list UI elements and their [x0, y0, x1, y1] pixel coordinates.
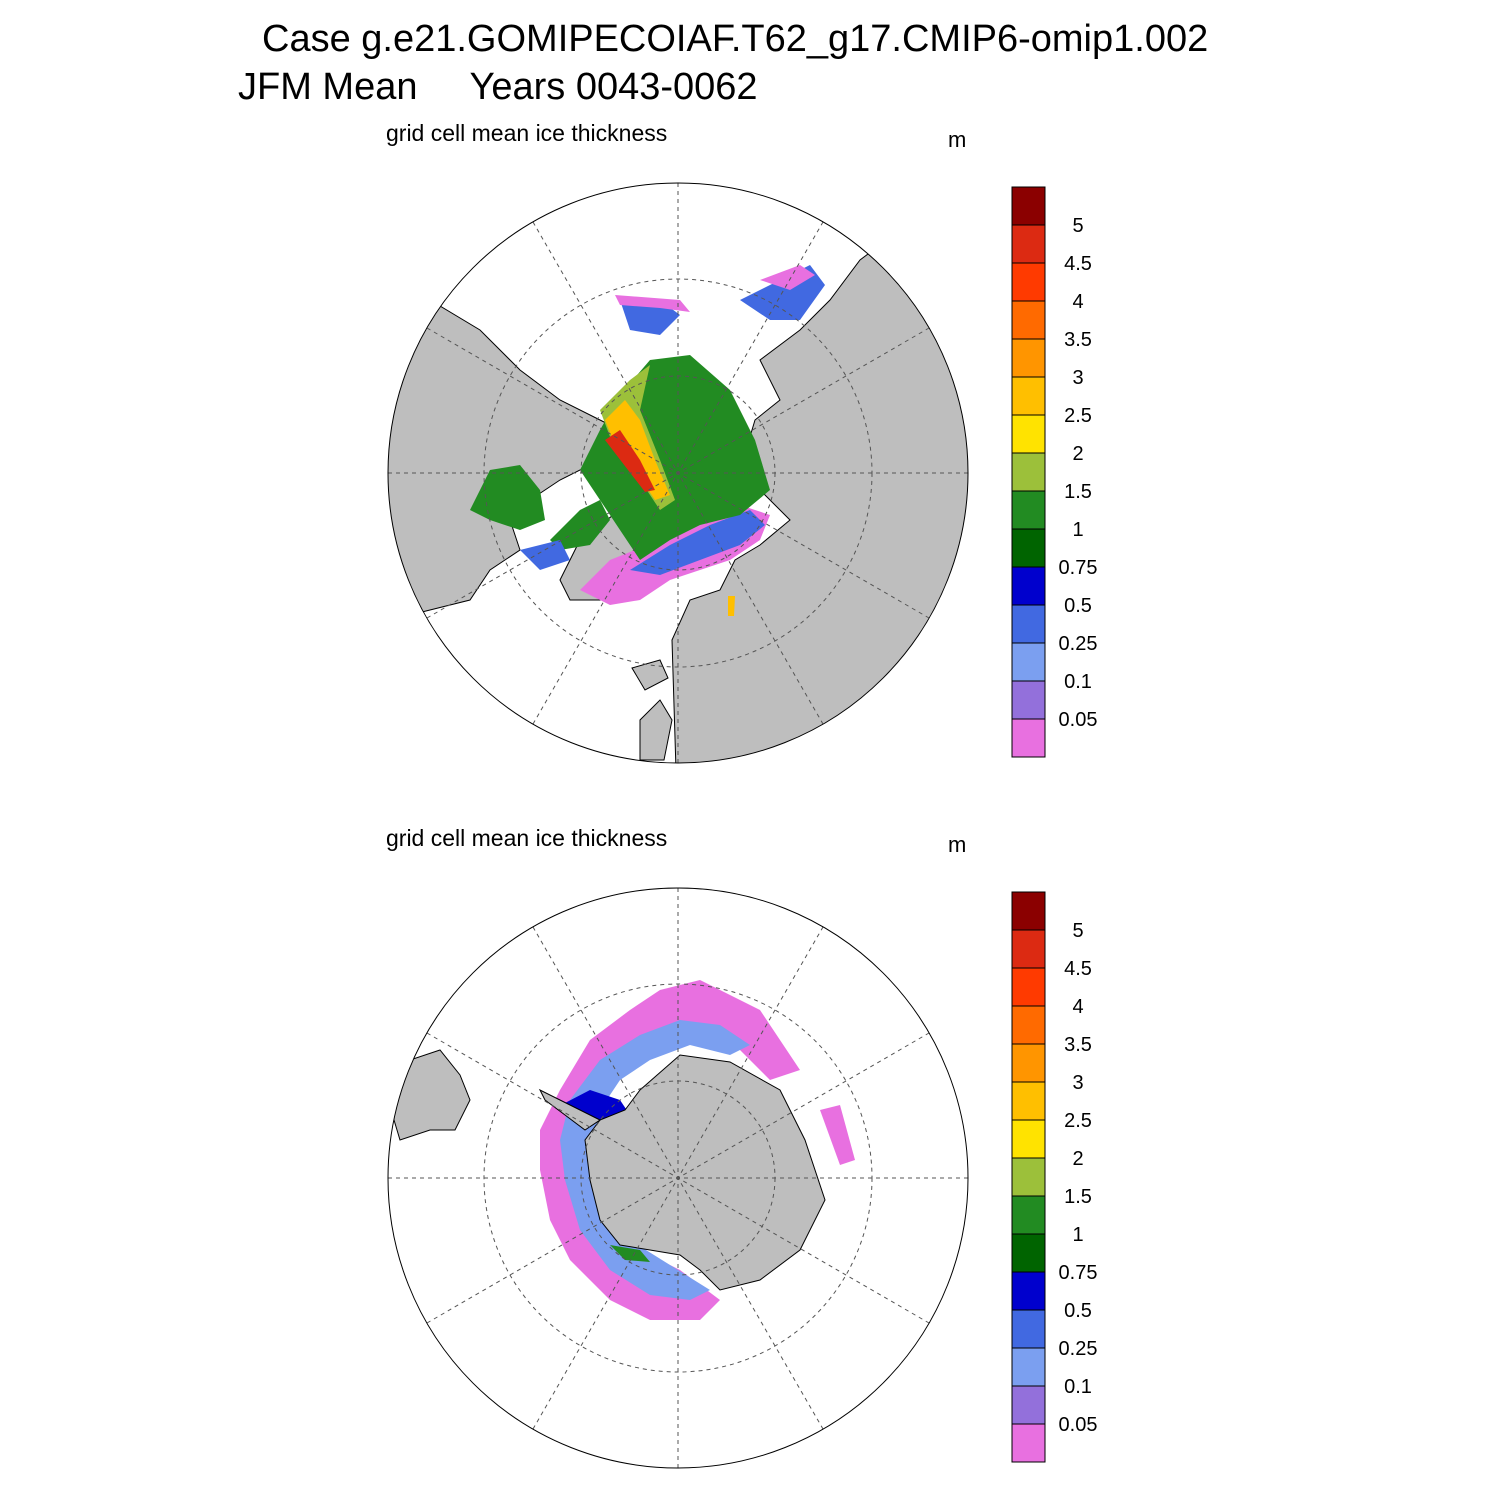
south-colorbar-color-box — [1011, 1347, 1046, 1387]
north-colorbar-level-label: 1 — [1072, 519, 1083, 541]
north-colorbar-level-label: 0.05 — [1059, 709, 1098, 731]
south-colorbar-level-label: 4.5 — [1064, 958, 1092, 980]
indian-ocean-ice — [820, 1105, 855, 1165]
south-colorbar-level-label: 5 — [1072, 920, 1083, 942]
south-colorbar-color-box — [1011, 1081, 1046, 1121]
south-colorbar-level-label: 0.1 — [1064, 1376, 1092, 1398]
north-colorbar-level-label: 4.5 — [1064, 253, 1092, 275]
south-colorbar-color-box — [1011, 1195, 1046, 1235]
south-colorbar-level-label: 2.5 — [1064, 1110, 1092, 1132]
south-colorbar-level-label: 0.25 — [1059, 1338, 1098, 1360]
bering-ice-pink — [615, 295, 690, 312]
north-colorbar-color-box — [1011, 300, 1046, 340]
north-colorbar-level-label: 0.5 — [1064, 595, 1092, 617]
south-colorbar-level-label: 1 — [1072, 1224, 1083, 1246]
south-colorbar-color-box — [1011, 967, 1046, 1007]
south-colorbar-color-box — [1011, 929, 1046, 969]
north-colorbar-level-label: 0.25 — [1059, 633, 1098, 655]
north-colorbar-level-label: 0.75 — [1059, 557, 1098, 579]
okhotsk-ice-pink — [760, 265, 815, 290]
south-colorbar-color-box — [1011, 891, 1046, 931]
south-colorbar-level-label: 3 — [1072, 1072, 1083, 1094]
north-colorbar-color-box — [1011, 642, 1046, 682]
south-colorbar-level-label: 0.05 — [1059, 1414, 1098, 1436]
south-colorbar-color-box — [1011, 1043, 1046, 1083]
north-colorbar-color-box — [1011, 452, 1046, 492]
north-colorbar-color-box — [1011, 414, 1046, 454]
south-america-land — [388, 1049, 471, 1141]
ross-ice-green — [610, 1245, 650, 1262]
baffin-ice — [550, 500, 610, 550]
bering-ice — [620, 300, 680, 335]
season-label: JFM Mean — [238, 66, 418, 108]
figure-title-period: JFM Mean Years 0043-0062 — [238, 66, 758, 109]
antarctic-peninsula-land — [538, 1088, 601, 1131]
arctic-ice-red — [605, 430, 655, 492]
south-colorbar: 5 4.5 4 3.5 3 2.5 2 1.5 1 0.75 0.5 0.25 0.1 0.05 — [1011, 891, 1098, 1463]
north-colorbar-color-box — [1011, 490, 1046, 530]
south-colorbar-color-box — [1011, 1385, 1046, 1425]
north-colorbar-color-box — [1011, 262, 1046, 302]
south-colorbar-level-label: 2 — [1072, 1148, 1083, 1170]
arctic-ice-blue — [630, 510, 765, 575]
labrador-ice — [520, 540, 570, 570]
north-colorbar-level-label: 0.1 — [1064, 671, 1092, 693]
north-colorbar-level-label: 2 — [1072, 443, 1083, 465]
south-colorbar-color-box — [1011, 1233, 1046, 1273]
north-units-label: m — [948, 127, 967, 152]
north-colorbar-color-box — [1011, 186, 1046, 226]
south-units-label: m — [948, 832, 967, 857]
north-colorbar-color-box — [1011, 528, 1046, 568]
south-colorbar-color-box — [1011, 1005, 1046, 1045]
north-colorbar: 5 4.5 4 3.5 3 2.5 2 1.5 1 0.75 0.5 0.25 0.1 0.05 — [1011, 186, 1098, 758]
north-polar-map — [387, 182, 969, 764]
north-colorbar-color-box — [1011, 680, 1046, 720]
north-colorbar-level-label: 5 — [1072, 215, 1083, 237]
south-colorbar-color-box — [1011, 1423, 1046, 1463]
south-colorbar-level-label: 1.5 — [1064, 1186, 1092, 1208]
north-colorbar-color-box — [1011, 718, 1046, 758]
north-colorbar-color-box — [1011, 338, 1046, 378]
north-colorbar-color-box — [1011, 604, 1046, 644]
north-colorbar-level-label: 3.5 — [1064, 329, 1092, 351]
south-colorbar-level-label: 0.5 — [1064, 1300, 1092, 1322]
iceland-land — [631, 659, 669, 691]
british-isles-land — [639, 699, 673, 761]
north-colorbar-level-label: 4 — [1072, 291, 1083, 313]
north-variable-label: grid cell mean ice thickness — [386, 120, 668, 146]
south-colorbar-color-box — [1011, 1271, 1046, 1311]
north-colorbar-color-box — [1011, 376, 1046, 416]
north-colorbar-level-label: 2.5 — [1064, 405, 1092, 427]
north-colorbar-level-label: 1.5 — [1064, 481, 1092, 503]
figure-title-case: Case g.e21.GOMIPECOIAF.T62_g17.CMIP6-omi… — [262, 18, 1209, 60]
south-polar-map — [387, 887, 969, 1469]
antarctica-land — [584, 1054, 826, 1291]
north-colorbar-level-label: 3 — [1072, 367, 1083, 389]
south-colorbar-color-box — [1011, 1157, 1046, 1197]
south-colorbar-level-label: 4 — [1072, 996, 1083, 1018]
north-colorbar-color-box — [1011, 566, 1046, 606]
north-colorbar-color-box — [1011, 224, 1046, 264]
south-variable-label: grid cell mean ice thickness — [386, 825, 668, 851]
south-colorbar-color-box — [1011, 1119, 1046, 1159]
south-colorbar-level-label: 3.5 — [1064, 1034, 1092, 1056]
baltic-ice — [728, 596, 735, 616]
years-label: Years 0043-0062 — [469, 66, 758, 108]
south-colorbar-color-box — [1011, 1309, 1046, 1349]
south-colorbar-level-label: 0.75 — [1059, 1262, 1098, 1284]
